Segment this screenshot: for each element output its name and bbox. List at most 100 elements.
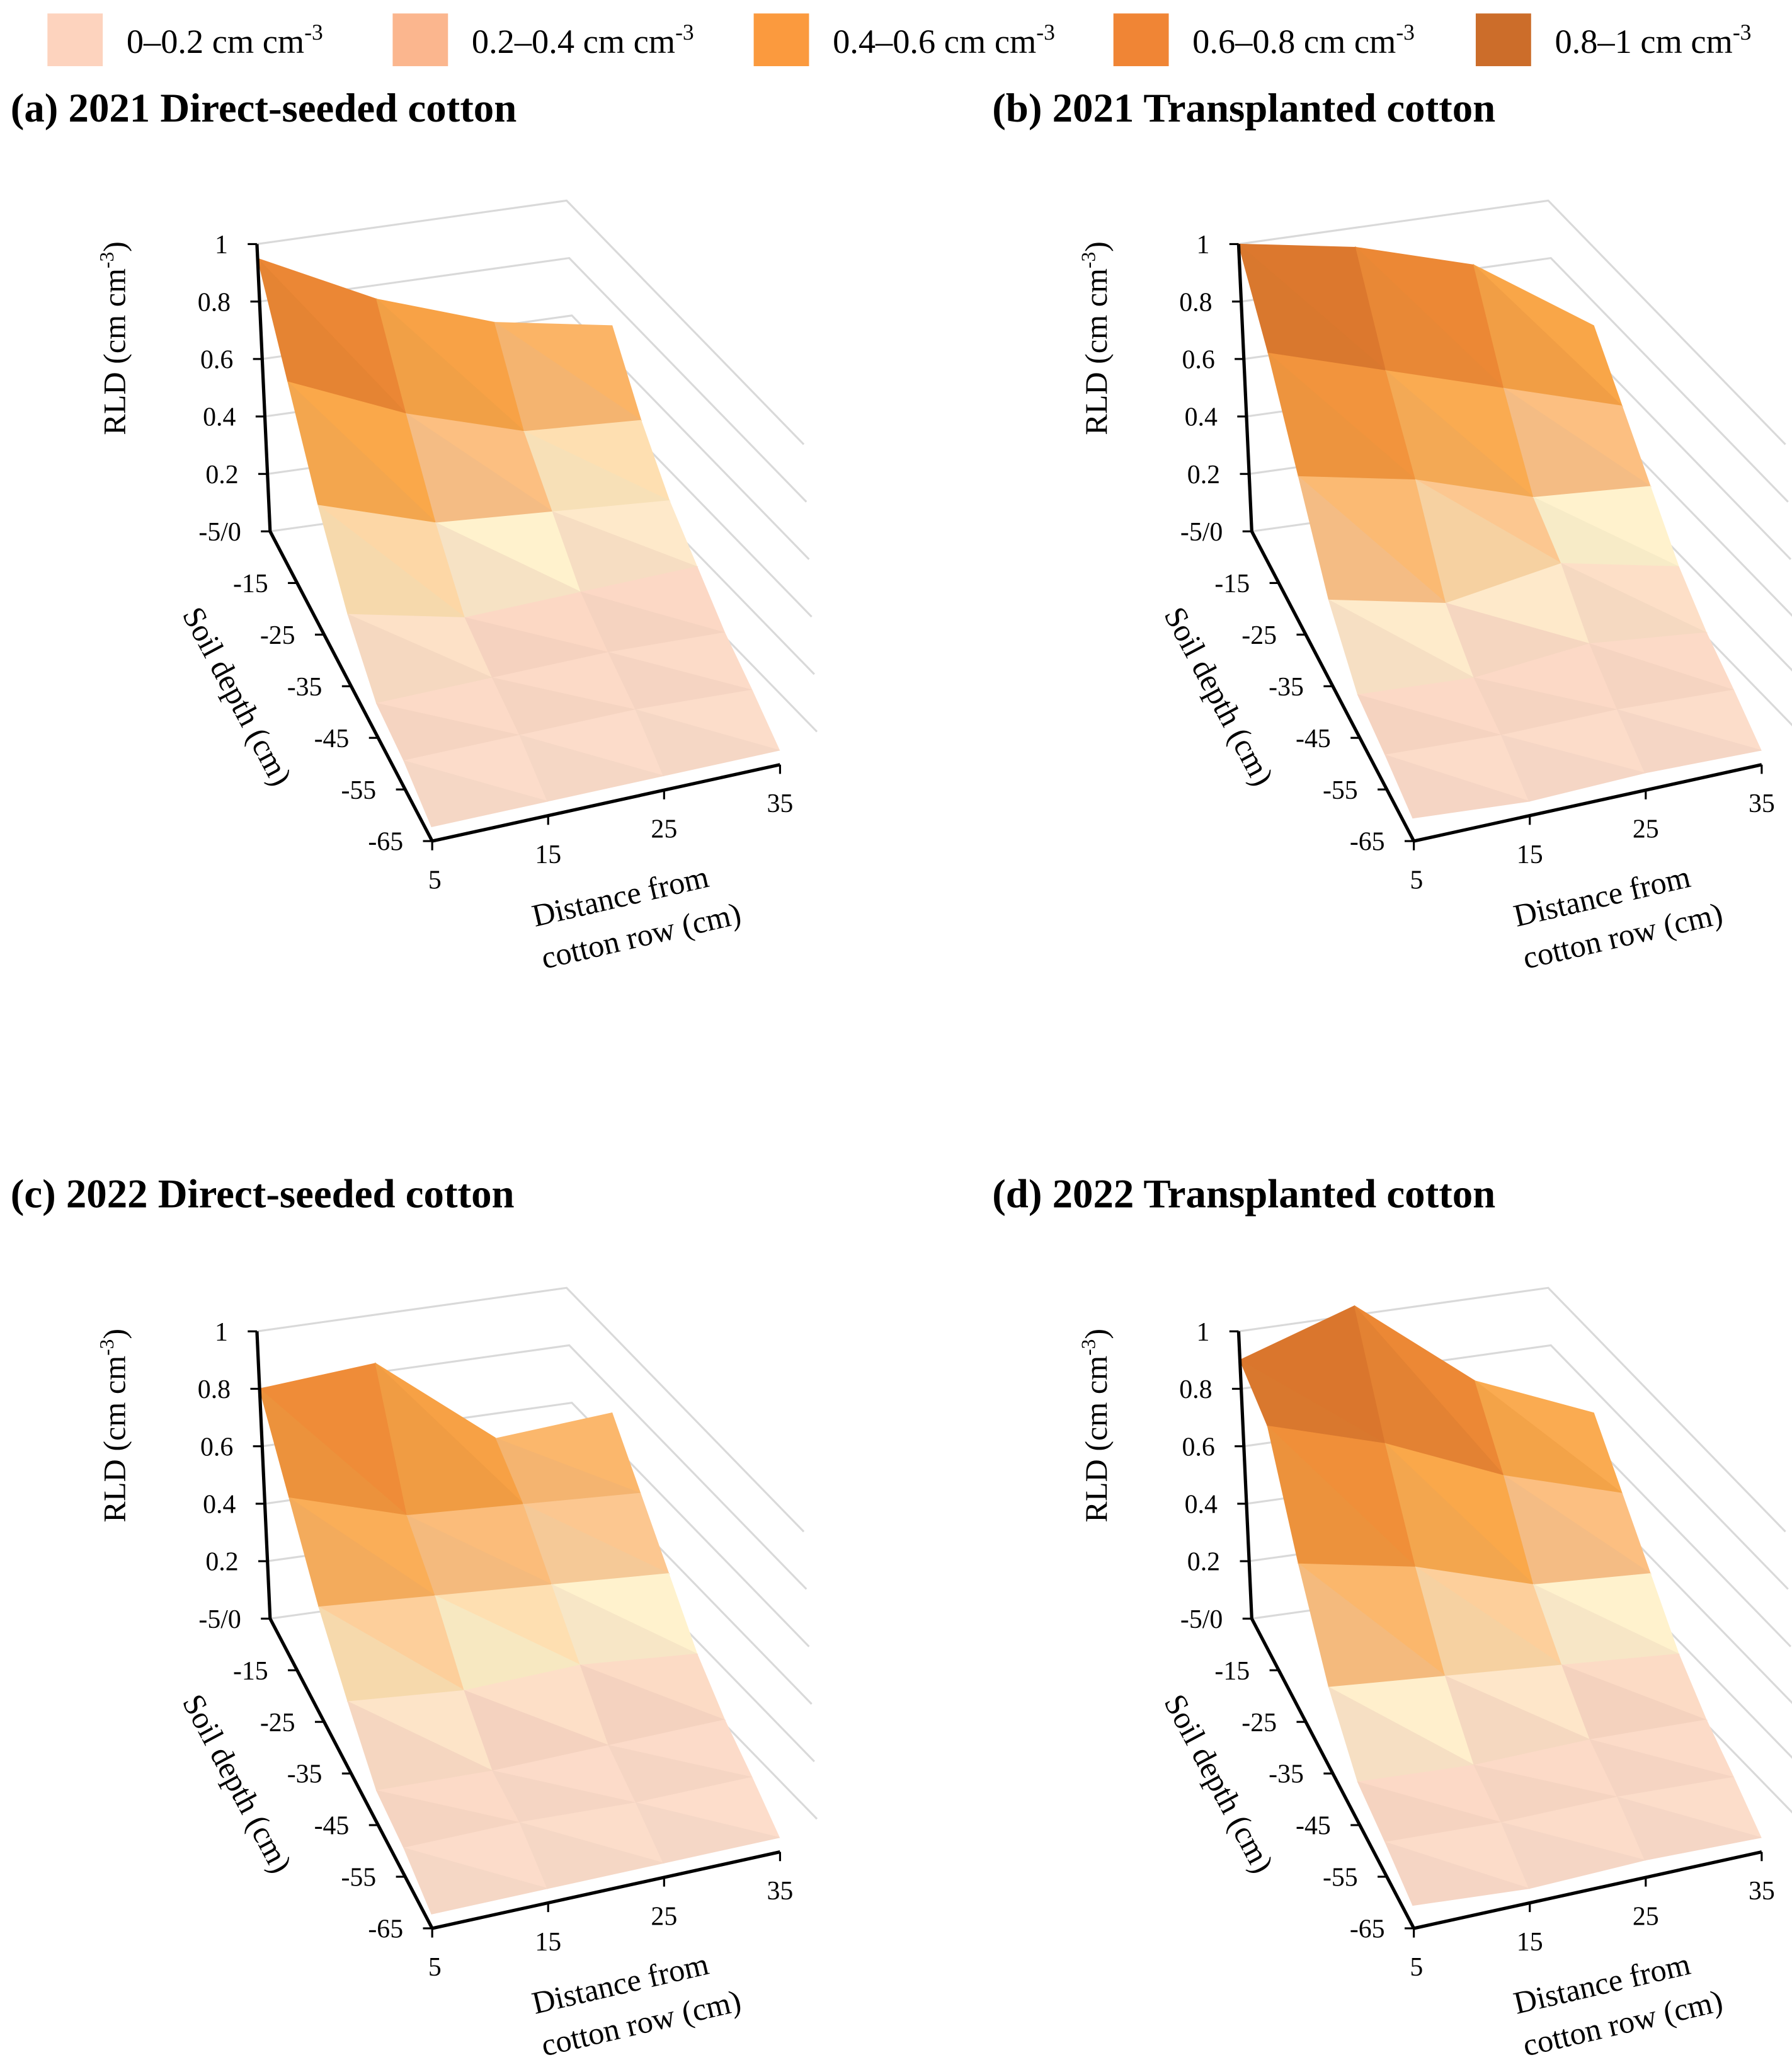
z-tick-label: 0.6 [200,346,233,375]
depth-tick-label: -65 [368,1915,403,1944]
distance-tick-label: 5 [428,1953,442,1982]
z-tick-label: 0.4 [1185,1491,1218,1520]
depth-tick-label: -45 [314,1812,350,1841]
legend-item: 0.4–0.6 cm cm-3 [753,13,1055,67]
surface-facet [1616,1796,1762,1861]
distance-tick-label: 35 [1749,1877,1775,1906]
legend-swatch [47,13,103,67]
legend-label: 0.6–0.8 cm cm-3 [1192,20,1415,60]
distance-tick-label: 35 [767,789,793,818]
panel-title: (d) 2022 Transplanted cotton [992,1172,1495,1217]
z-axis-label: RLD (cm cm-3) [96,1329,132,1523]
depth-tick-label: -45 [314,724,350,753]
gridline [256,1286,805,1533]
z-tick-label: 1 [1196,1318,1209,1347]
z-tick-label: 0.8 [1179,288,1212,317]
z-tick-label: 0.6 [200,1433,233,1462]
z-axis [1236,1331,1253,1619]
depth-tick-label: -65 [1350,1915,1385,1944]
plot-area: 1 0.8 0.6 0.4 0.2 -5/0 -15 -25 -35 -45 -55 -65 5 15 25… [1077,1286,1792,2063]
z-tick-label: 0.6 [1182,1433,1214,1462]
z-tick-label: -5/0 [1180,1605,1223,1634]
depth-tick-label: -15 [1214,570,1250,598]
distance-axis [431,1850,780,1930]
legend-label: 0–0.2 cm cm-3 [127,20,323,60]
z-tick-label: 0.6 [1182,346,1214,375]
panel-b: (b) 2021 Transplanted cotton 1 0.8 0.6 0.4 0.… [992,86,1792,976]
z-tick-label: -5/0 [1180,518,1223,547]
z-axis [1236,244,1253,532]
depth-tick-label: -15 [233,1657,268,1686]
gridline [259,256,808,503]
distance-axis [1413,1850,1762,1930]
plot-area: 1 0.8 0.6 0.4 0.2 -5/0 -15 -25 -35 -45 -55 -65 5 15 25… [96,1286,818,2063]
depth-tick-label: -55 [341,776,376,805]
plot-area: 1 0.8 0.6 0.4 0.2 -5/0 -15 -25 -35 -45 -55 -65 5 15 25… [96,199,818,976]
surface-facet [1500,735,1645,802]
distance-tick-label: 15 [1517,1928,1543,1957]
distance-tick-label: 15 [1517,840,1543,869]
legend-item: 0.2–0.4 cm cm-3 [392,13,694,67]
depth-tick-label: -25 [1241,1709,1277,1738]
surface-facet [635,709,780,777]
z-tick-label: 0.2 [1187,461,1220,490]
depth-tick-label: -65 [1350,828,1385,857]
legend-swatch [1113,13,1169,67]
distance-tick-label: 15 [535,840,561,869]
distance-tick-label: 5 [428,866,442,895]
distance-tick-label: 25 [1633,1902,1659,1931]
surface-facet [1500,1821,1645,1889]
depth-tick-label: -45 [1296,1812,1331,1841]
surface-facet [519,735,664,802]
depth-tick-label: -25 [1241,621,1277,650]
z-tick-label: 0.4 [203,403,236,432]
legend-label: 0.2–0.4 cm cm-3 [472,20,694,60]
depth-tick-label: -55 [1323,776,1358,805]
depth-tick-label: -35 [1269,1760,1304,1789]
z-axis-label: RLD (cm cm-3) [1077,241,1114,435]
depth-tick-label: -15 [1214,1657,1250,1686]
depth-tick-label: -35 [1269,673,1304,702]
surface-facet [403,760,548,828]
legend-swatch [392,13,448,67]
z-tick-label: 0.2 [205,1548,238,1577]
gridline [1238,199,1786,445]
distance-tick-label: 15 [535,1928,561,1957]
surface-facet [519,1821,664,1889]
z-tick-label: 1 [215,1318,228,1347]
surface-facet [1384,1841,1529,1906]
z-tick-label: 0.2 [205,461,238,490]
panel-c: (c) 2022 Direct-seeded cotton 1 0.8 0.6 0.4 0… [11,1172,818,2063]
z-tick-label: 0.4 [203,1491,236,1520]
distance-axis [1413,763,1762,843]
distance-tick-label: 35 [1749,789,1775,818]
depth-tick-label: -25 [260,1709,295,1738]
z-tick-label: 0.8 [198,288,231,317]
distance-tick-label: 25 [651,1902,677,1931]
depth-tick-label: -25 [260,621,295,650]
z-tick-label: -5/0 [198,518,241,547]
distance-tick-label: 25 [1633,815,1659,844]
z-axis [255,1331,272,1619]
surface-facet [635,1802,780,1864]
panels: (a) 2021 Direct-seeded cotton 1 0.8 0.6 0.4 0… [11,86,1792,2063]
depth-tick-label: -65 [368,828,403,857]
panel-title: (c) 2022 Direct-seeded cotton [11,1172,515,1217]
panel-a: (a) 2021 Direct-seeded cotton 1 0.8 0.6 0.4 0… [11,86,818,976]
distance-axis [431,763,780,843]
depth-tick-label: -35 [287,1760,322,1789]
depth-tick-label: -35 [287,673,322,702]
surface-facet [1616,709,1762,774]
gridline [256,199,805,445]
legend-item: 0.6–0.8 cm cm-3 [1113,13,1415,67]
surface-facet [1384,754,1529,819]
z-axis-label: RLD (cm cm-3) [1077,1329,1114,1523]
depth-tick-label: -45 [1296,724,1331,753]
z-tick-label: 0.2 [1187,1548,1220,1577]
distance-tick-label: 35 [767,1877,793,1906]
legend-swatch [753,13,809,67]
depth-tick-label: -15 [233,570,268,598]
distance-tick-label: 25 [651,815,677,844]
z-tick-label: 0.8 [198,1375,231,1404]
depth-tick-label: -55 [341,1864,376,1892]
